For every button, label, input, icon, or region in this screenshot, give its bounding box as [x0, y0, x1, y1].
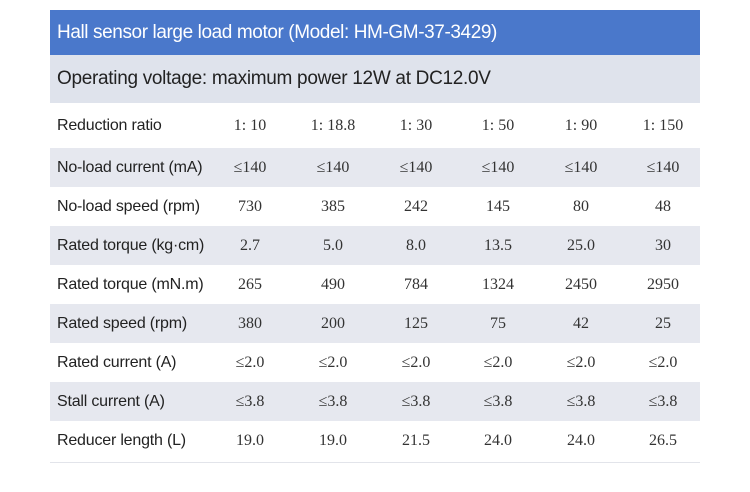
table-row: Rated torque (mN.m) 265 490 784 1324 2450 2950 [50, 265, 700, 304]
row-label: No-load current (mA) [57, 158, 203, 176]
table-row: Stall current (A) ≤3.8 ≤3.8 ≤3.8 ≤3.8 ≤3.8 ≤3.… [50, 382, 700, 421]
cell-value: 1: 18.8 [310, 116, 356, 134]
cell-value: 25.0 [567, 236, 595, 254]
cell-value: ≤140 [564, 158, 598, 176]
cell-value: ≤140 [399, 158, 433, 176]
cell-value: 242 [404, 197, 428, 215]
row-label: Reducer length (L) [57, 431, 186, 449]
bottom-rule [50, 462, 700, 463]
table-row: Reducer length (L) 19.0 19.0 21.5 24.0 24.0 26… [50, 421, 700, 460]
cell-value: ≤140 [481, 158, 515, 176]
cell-value: ≤3.8 [566, 392, 596, 410]
table-title: Hall sensor large load motor (Model: HM-… [50, 10, 700, 55]
cell-value: 25 [655, 314, 671, 332]
row-label: Rated torque (mN.m) [57, 275, 204, 293]
cell-value: 80 [573, 197, 589, 215]
cell-value: 1: 90 [564, 116, 598, 134]
cell-value: ≤3.8 [318, 392, 348, 410]
cell-value: 730 [238, 197, 262, 215]
cell-value: ≤3.8 [648, 392, 678, 410]
cell-value: 1: 30 [399, 116, 433, 134]
table-row: Reduction ratio 1: 10 1: 18.8 1: 30 1: 50 1: … [50, 103, 700, 148]
cell-value: 26.5 [649, 431, 677, 449]
table-row: No-load speed (rpm) 730 385 242 145 80 48 [50, 187, 700, 226]
cell-value: 145 [486, 197, 510, 215]
cell-value: 19.0 [319, 431, 347, 449]
cell-value: 30 [655, 236, 671, 254]
cell-value: 24.0 [484, 431, 512, 449]
cell-value: 200 [321, 314, 345, 332]
cell-value: 8.0 [406, 236, 426, 254]
row-label: Rated speed (rpm) [57, 314, 187, 332]
row-label: Reduction ratio [57, 116, 162, 134]
spec-table: Hall sensor large load motor (Model: HM-… [50, 10, 700, 463]
cell-value: 48 [655, 197, 671, 215]
cell-value: 125 [404, 314, 428, 332]
cell-value: ≤2.0 [401, 353, 431, 371]
cell-value: 380 [238, 314, 262, 332]
cell-value: 265 [238, 275, 262, 293]
cell-value: ≤2.0 [235, 353, 265, 371]
cell-value: ≤140 [233, 158, 267, 176]
table-row: Rated torque (kg·cm) 2.7 5.0 8.0 13.5 25.0 30 [50, 226, 700, 265]
cell-value: ≤2.0 [318, 353, 348, 371]
cell-value: 784 [404, 275, 428, 293]
row-label: Stall current (A) [57, 392, 165, 410]
cell-value: ≤3.8 [401, 392, 431, 410]
cell-value: 1: 10 [233, 116, 267, 134]
cell-value: 2950 [647, 275, 679, 293]
table-subtitle: Operating voltage: maximum power 12W at … [50, 55, 700, 103]
cell-value: 5.0 [323, 236, 343, 254]
cell-value: 2450 [565, 275, 597, 293]
row-label: No-load speed (rpm) [57, 197, 200, 215]
row-label: Rated current (A) [57, 353, 177, 371]
cell-value: 21.5 [402, 431, 430, 449]
cell-value: ≤2.0 [483, 353, 513, 371]
cell-value: ≤2.0 [566, 353, 596, 371]
cell-value: 385 [321, 197, 345, 215]
cell-value: 13.5 [484, 236, 512, 254]
table-body: Reduction ratio 1: 10 1: 18.8 1: 30 1: 50 1: … [50, 103, 700, 460]
cell-value: 1324 [482, 275, 514, 293]
cell-value: 1: 50 [481, 116, 515, 134]
cell-value: 19.0 [236, 431, 264, 449]
table-row: No-load current (mA) ≤140 ≤140 ≤140 ≤140 ≤140… [50, 148, 700, 187]
cell-value: 490 [321, 275, 345, 293]
cell-value: ≤2.0 [648, 353, 678, 371]
cell-value: ≤3.8 [235, 392, 265, 410]
cell-value: ≤140 [646, 158, 680, 176]
cell-value: 42 [573, 314, 589, 332]
cell-value: 2.7 [240, 236, 260, 254]
row-label: Rated torque (kg·cm) [57, 236, 205, 254]
table-row: Rated speed (rpm) 380 200 125 75 42 25 [50, 304, 700, 343]
cell-value: 24.0 [567, 431, 595, 449]
table-row: Rated current (A) ≤2.0 ≤2.0 ≤2.0 ≤2.0 ≤2.0 ≤2.… [50, 343, 700, 382]
cell-value: ≤140 [316, 158, 350, 176]
cell-value: 75 [490, 314, 506, 332]
cell-value: 1: 150 [642, 116, 684, 134]
cell-value: ≤3.8 [483, 392, 513, 410]
